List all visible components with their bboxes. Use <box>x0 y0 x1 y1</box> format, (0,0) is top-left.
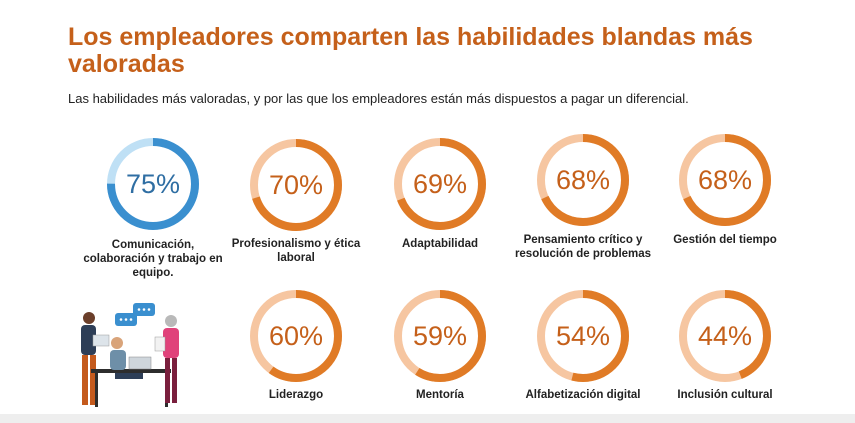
donut-5: 68% <box>675 130 775 230</box>
donut-label: Adaptabilidad <box>401 238 479 250</box>
page-subtitle: Las habilidades más valoradas, y por las… <box>68 91 689 106</box>
donut-ring <box>537 290 629 382</box>
donut-value-arc <box>679 134 771 226</box>
footer-strip <box>0 414 855 423</box>
donut-label: Inclusión cultural <box>677 389 773 401</box>
donut-percentage: 68% <box>697 164 753 195</box>
donut-6: 60% <box>246 286 346 386</box>
donut-percentage: 54% <box>555 320 611 351</box>
donut-value-arc <box>107 138 199 230</box>
donut-label: Profesionalismo y ética laboral <box>231 238 361 264</box>
donut-ring <box>537 134 629 226</box>
donut-percentage: 59% <box>412 320 468 351</box>
donut-percentage: 60% <box>268 320 324 351</box>
donut-percentage: 44% <box>697 320 753 351</box>
donut-value-arc <box>679 290 771 382</box>
donut-7: 59% <box>390 286 490 386</box>
donut-3: 69% <box>390 134 490 234</box>
donut-4: 68% <box>533 130 633 230</box>
donut-9: 44% <box>675 286 775 386</box>
donut-label: Alfabetización digital <box>525 389 641 401</box>
donut-label: Pensamiento crítico y resolución de prob… <box>514 234 652 260</box>
team-illustration <box>81 303 179 407</box>
donut-value-arc <box>394 138 486 230</box>
donut-label: Comunicación, colaboración y trabajo en … <box>83 239 223 279</box>
donut-ring <box>394 290 486 382</box>
donut-ring <box>250 290 342 382</box>
donut-percentage: 70% <box>268 169 324 200</box>
donut-ring <box>679 290 771 382</box>
donut-percentage: 69% <box>412 168 468 199</box>
donut-ring <box>394 138 486 230</box>
donut-value-arc <box>394 290 486 382</box>
donut-ring <box>107 138 199 230</box>
donut-label: Mentoría <box>416 389 464 401</box>
donut-8: 54% <box>533 286 633 386</box>
donut-ring <box>679 134 771 226</box>
page-title: Los empleadores comparten las habilidade… <box>68 23 753 78</box>
donut-value-arc <box>250 139 342 231</box>
donut-percentage: 68% <box>555 164 611 195</box>
donut-value-arc <box>537 290 629 382</box>
donut-value-arc <box>537 134 629 226</box>
donut-label: Liderazgo <box>268 389 324 401</box>
donut-2: 70% <box>246 135 346 235</box>
donut-percentage: 75% <box>125 168 181 199</box>
donut-value-arc <box>250 290 342 382</box>
donut-1: 75% <box>103 134 203 234</box>
donut-ring <box>250 139 342 231</box>
donut-label: Gestión del tiempo <box>673 234 777 246</box>
